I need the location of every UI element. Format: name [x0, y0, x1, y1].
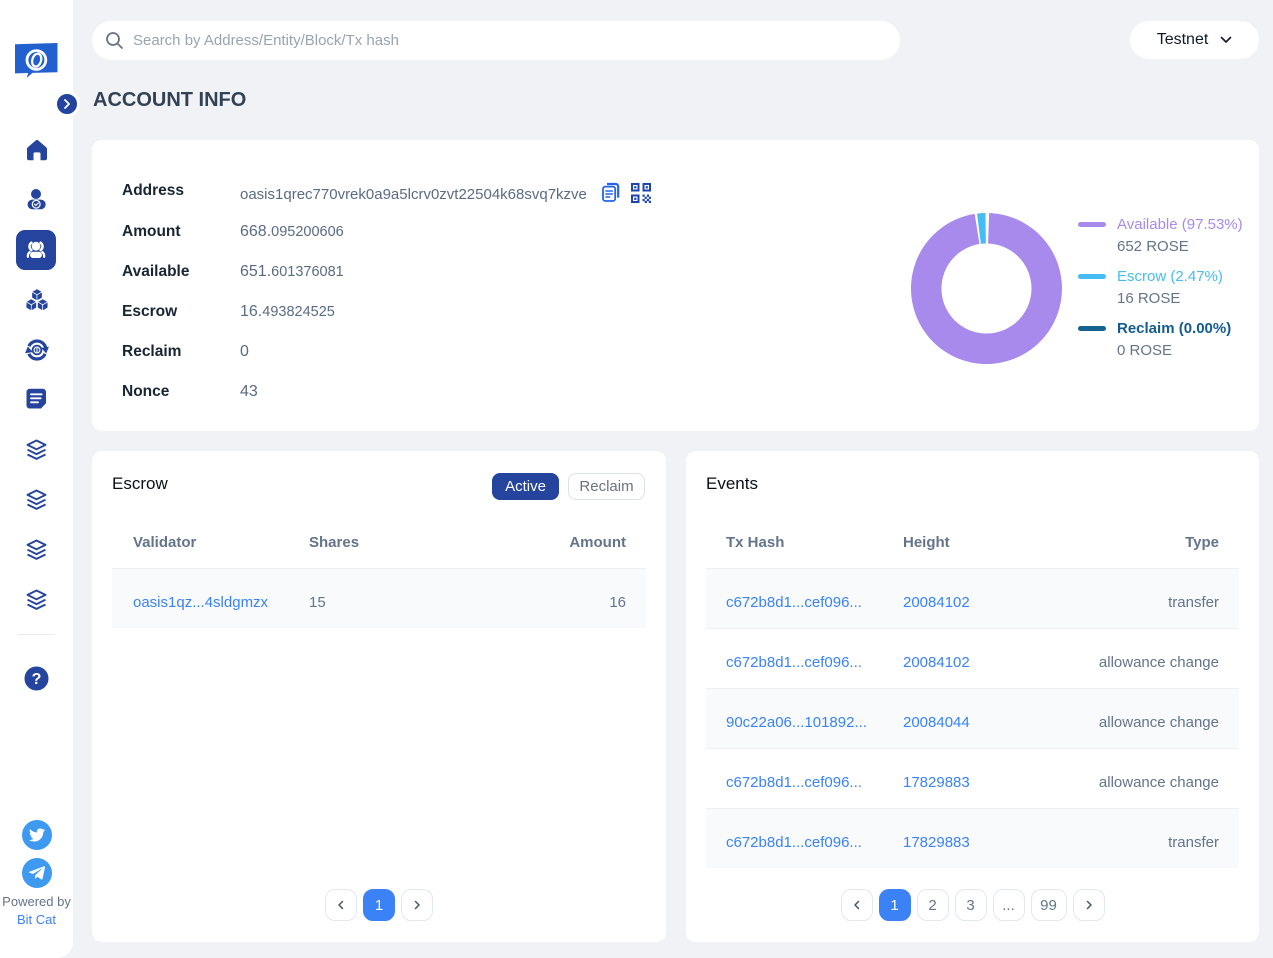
- svg-text:?: ?: [32, 671, 42, 688]
